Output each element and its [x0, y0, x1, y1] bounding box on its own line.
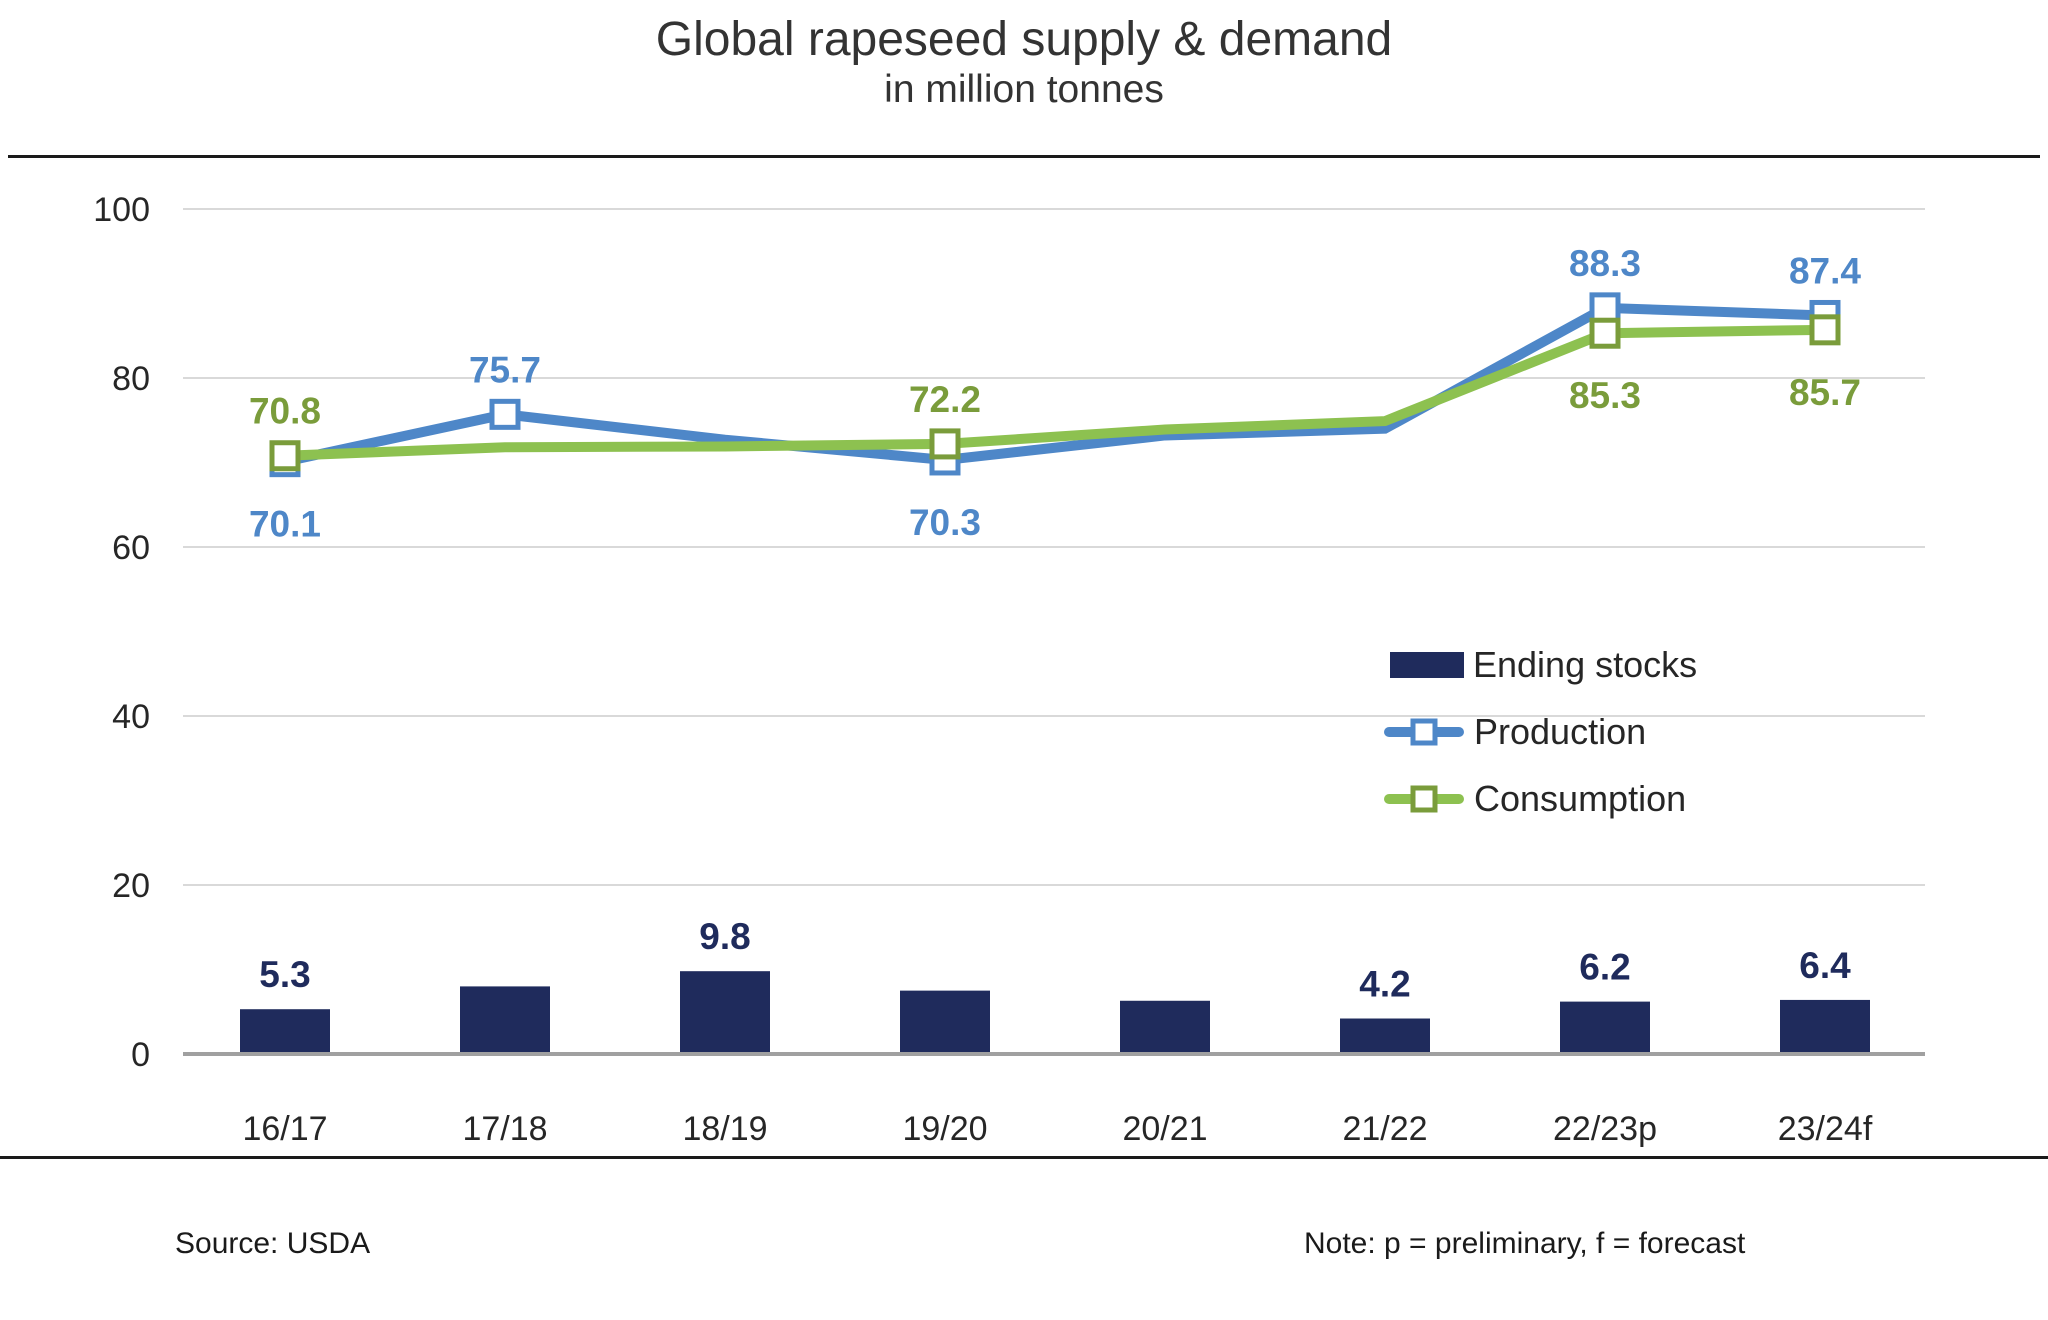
line-value-label: 70.8: [249, 391, 321, 432]
chart-title: Global rapeseed supply & demand: [655, 13, 1393, 66]
title-block: Global rapeseed supply & demand in milli…: [0, 12, 2048, 114]
bar: [1120, 1000, 1210, 1054]
x-tick-label: 19/20: [902, 1110, 987, 1148]
line-value-label: 75.7: [469, 349, 541, 390]
y-tick-label: 40: [112, 698, 150, 736]
chart-subtitle: in million tonnes: [884, 68, 1164, 112]
consumption-swatch-icon: [1384, 785, 1464, 813]
footnote: Note: p = preliminary, f = forecast: [1304, 1227, 1746, 1260]
x-tick-label: 23/24f: [1778, 1110, 1873, 1148]
bar-value-label: 4.2: [1359, 964, 1410, 1005]
x-tick-label: 17/18: [462, 1110, 547, 1148]
square-marker: [1589, 292, 1621, 324]
bar-value-label: 6.4: [1799, 945, 1851, 986]
line-value-label: 70.3: [909, 502, 981, 543]
bar-value-label: 5.3: [259, 954, 310, 995]
bar-value-label: 6.2: [1579, 947, 1630, 988]
bar: [1340, 1018, 1430, 1054]
bottom-divider: [0, 1156, 2048, 1159]
production-line: [280, 302, 1830, 467]
x-tick-label: 18/19: [682, 1110, 767, 1148]
legend-item-consumption: Consumption: [1383, 779, 1697, 819]
square-marker: [1589, 317, 1621, 349]
line-value-label: 72.2: [909, 379, 981, 420]
square-marker: [269, 440, 301, 472]
legend-item-ending-stocks: Ending stocks: [1383, 645, 1697, 685]
bar: [1560, 1001, 1650, 1054]
legend: Ending stocks Production Consumption: [1383, 645, 1697, 819]
x-tick-label: 20/21: [1122, 1110, 1207, 1148]
legend-label-consumption: Consumption: [1474, 778, 1687, 819]
x-tick-label: 22/23p: [1553, 1110, 1657, 1148]
y-tick-label: 100: [93, 191, 150, 229]
production-swatch-icon: [1384, 718, 1464, 746]
bar: [460, 986, 550, 1054]
x-tick-label: 16/17: [242, 1110, 327, 1148]
square-marker: [1809, 314, 1841, 346]
consumption-line: [280, 324, 1830, 461]
bar: [900, 990, 990, 1054]
legend-item-production: Production: [1383, 712, 1697, 752]
line-value-label: 85.7: [1789, 372, 1861, 413]
y-tick-label: 0: [131, 1036, 150, 1074]
line-value-label: 88.3: [1569, 243, 1641, 284]
legend-label-ending-stocks: Ending stocks: [1473, 644, 1698, 685]
source-note: Source: USDA: [175, 1227, 371, 1260]
bar-value-label: 9.8: [699, 916, 750, 957]
legend-label-production: Production: [1474, 711, 1647, 752]
top-divider: [8, 155, 2040, 158]
ending-stocks-swatch-icon: [1390, 652, 1464, 678]
y-tick-label: 60: [112, 529, 150, 567]
y-tick-label: 80: [112, 360, 150, 398]
bar: [680, 971, 770, 1054]
square-marker: [929, 428, 961, 460]
line-value-label: 70.1: [249, 504, 321, 545]
x-tick-label: 21/22: [1342, 1110, 1427, 1148]
y-tick-label: 20: [112, 867, 150, 905]
bar: [240, 1009, 330, 1054]
line-value-label: 87.4: [1789, 250, 1861, 291]
line-value-label: 85.3: [1569, 375, 1641, 416]
square-marker: [489, 398, 521, 430]
bar: [1780, 999, 1870, 1054]
